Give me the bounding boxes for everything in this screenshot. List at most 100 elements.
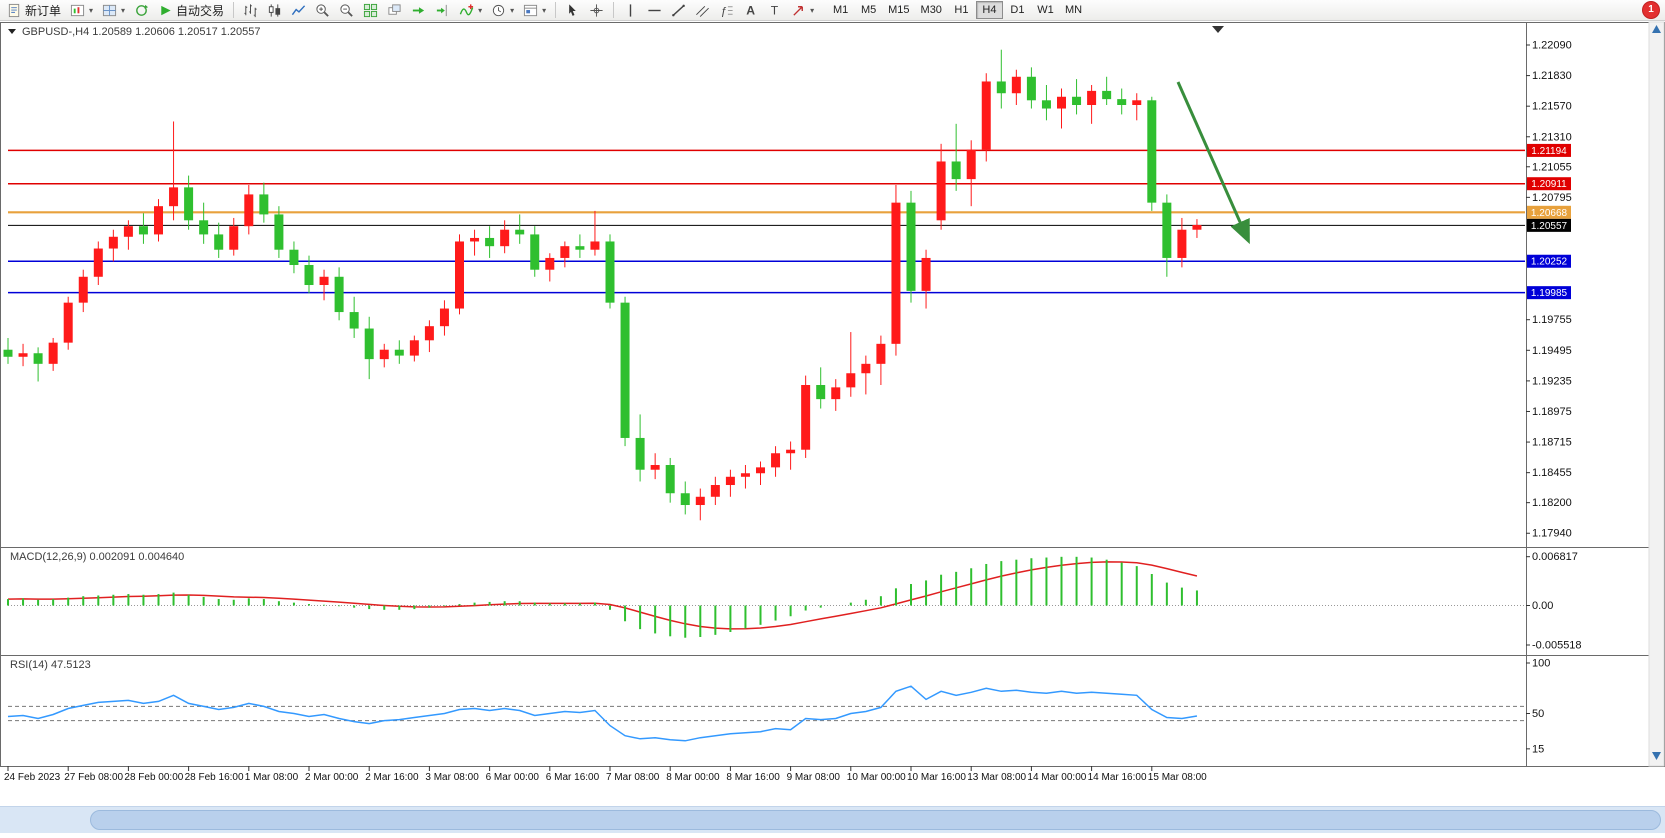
time-tick-label: 14 Mar 00:00	[1027, 772, 1086, 783]
time-axis[interactable]: 24 Feb 2023 27 Feb 08:00 28 Feb 00:00 28 Fe…	[4, 766, 1207, 783]
zoom-out-button[interactable]	[335, 1, 358, 20]
level-price-tag: 1.21194	[1531, 146, 1567, 157]
timeframe-h4-button[interactable]: H4	[975, 1, 1003, 19]
toolbar-separator	[555, 2, 557, 18]
price-axis[interactable]: 1.22090 1.21830 1.21570 1.21310 1.21055 1.207…	[1526, 40, 1572, 540]
fibonacci-button[interactable]: ƒ	[715, 1, 738, 20]
vertical-scrollbar[interactable]	[1648, 21, 1665, 767]
time-tick-label: 14 Mar 16:00	[1088, 772, 1147, 783]
new-order-button[interactable]: 新订单	[3, 1, 65, 20]
text-tool-button[interactable]: A	[739, 1, 762, 20]
cascade-windows-button[interactable]	[383, 1, 406, 20]
dropdown-caret-icon: ▾	[510, 5, 515, 15]
notification-badge[interactable]: 1	[1643, 2, 1659, 18]
candle	[921, 257, 931, 291]
candle	[470, 237, 480, 242]
tile-windows-icon	[364, 3, 378, 17]
trendline-button[interactable]	[667, 1, 690, 20]
timeframe-d1-button[interactable]: D1	[1004, 1, 1031, 19]
periods-button[interactable]: ▾	[487, 1, 518, 20]
timeframe-m15-button[interactable]: M15	[883, 1, 914, 19]
candle	[710, 485, 720, 497]
timeframe-m30-button[interactable]: M30	[916, 1, 947, 19]
trend-arrow-annotation[interactable]	[1176, 81, 1250, 245]
candle	[78, 276, 88, 303]
new-chart-button[interactable]: ▾	[66, 1, 97, 20]
arrows-tool-button[interactable]: ▾	[787, 1, 818, 20]
candle	[364, 328, 374, 360]
candle	[725, 476, 735, 486]
cursor-button[interactable]	[561, 1, 584, 20]
candle	[1011, 76, 1021, 94]
tile-windows-button[interactable]	[359, 1, 382, 20]
profiles-button[interactable]: ▾	[98, 1, 129, 20]
auto-scroll-button[interactable]	[407, 1, 430, 20]
price-tick-label: 1.18715	[1532, 437, 1572, 449]
time-tick-label: 10 Mar 00:00	[847, 772, 906, 783]
refresh-button[interactable]	[130, 1, 153, 20]
macd-signal-line	[7, 561, 1198, 630]
timeframe-toolbar: M1 M5 M15 M30 H1 H4 D1 W1 MN	[827, 1, 1087, 19]
current-price-tag: 1.20557	[1531, 221, 1568, 232]
candle	[334, 276, 344, 313]
price-level-lines[interactable]	[8, 149, 1525, 294]
candle	[169, 187, 179, 207]
candle	[154, 206, 163, 235]
candle	[409, 340, 419, 356]
candle	[1026, 76, 1036, 101]
zoom-in-button[interactable]	[311, 1, 334, 20]
time-tick-label: 6 Mar 16:00	[546, 772, 600, 783]
dropdown-caret-icon: ▾	[478, 5, 483, 15]
price-tick-label: 1.19755	[1532, 314, 1572, 326]
timeframe-mn-button[interactable]: MN	[1060, 1, 1087, 19]
candle	[1102, 90, 1112, 100]
new-chart-icon	[70, 4, 85, 16]
autotrade-button[interactable]: 自动交易	[154, 1, 228, 20]
candle	[455, 241, 464, 309]
timeframe-h1-button[interactable]: H1	[948, 1, 975, 19]
price-tick-label: 1.19235	[1532, 375, 1572, 387]
timeframe-m5-button[interactable]: M5	[855, 1, 882, 19]
price-tick-label: 1.18975	[1532, 406, 1572, 418]
templates-button[interactable]: ▾	[519, 1, 550, 20]
one-click-trading-arrow[interactable]	[8, 29, 16, 34]
text-label-button[interactable]: T	[763, 1, 786, 20]
scroll-up-arrow-icon[interactable]	[1652, 25, 1661, 33]
macd-axis-label: 0.00	[1532, 600, 1553, 612]
drawing-objects[interactable]	[1176, 81, 1250, 245]
dropdown-caret-icon: ▾	[810, 5, 815, 15]
time-tick-label: 8 Mar 16:00	[726, 772, 780, 783]
horizontal-scrollbar[interactable]	[0, 806, 1665, 833]
horizontal-line-button[interactable]	[643, 1, 666, 20]
crosshair-button[interactable]	[585, 1, 608, 20]
time-tick-label: 28 Feb 00:00	[124, 772, 183, 783]
macd-indicator-label: MACD(12,26,9) 0.002091 0.004640	[10, 551, 184, 563]
chart-shift-button[interactable]	[431, 1, 454, 20]
horizontal-scrollbar-thumb[interactable]	[90, 810, 1661, 830]
candle	[620, 302, 630, 438]
candlestick-button[interactable]	[263, 1, 286, 20]
scroll-down-arrow-icon[interactable]	[1652, 752, 1661, 760]
candle	[229, 226, 239, 250]
autotrade-label: 自动交易	[176, 3, 225, 18]
vertical-line-button[interactable]	[619, 1, 642, 20]
candle	[605, 241, 615, 303]
indicators-button[interactable]: ▾	[455, 1, 486, 20]
equidistant-channel-button[interactable]	[691, 1, 714, 20]
price-tick-label: 1.21310	[1532, 131, 1572, 143]
chart-shift-marker[interactable]	[1212, 26, 1224, 33]
candle	[635, 437, 645, 470]
candle	[786, 449, 796, 454]
cursor-icon	[569, 3, 576, 16]
candle	[93, 248, 103, 277]
candle	[575, 246, 585, 250]
price-tick-label: 1.21570	[1532, 101, 1572, 113]
line-chart-button[interactable]	[287, 1, 310, 20]
vertical-line-icon	[629, 3, 632, 17]
candle	[108, 236, 118, 249]
ohlc-bars-button[interactable]	[239, 1, 262, 20]
timeframe-w1-button[interactable]: W1	[1032, 1, 1059, 19]
time-tick-label: 24 Feb 2023	[4, 772, 61, 783]
timeframe-m1-button[interactable]: M1	[827, 1, 854, 19]
